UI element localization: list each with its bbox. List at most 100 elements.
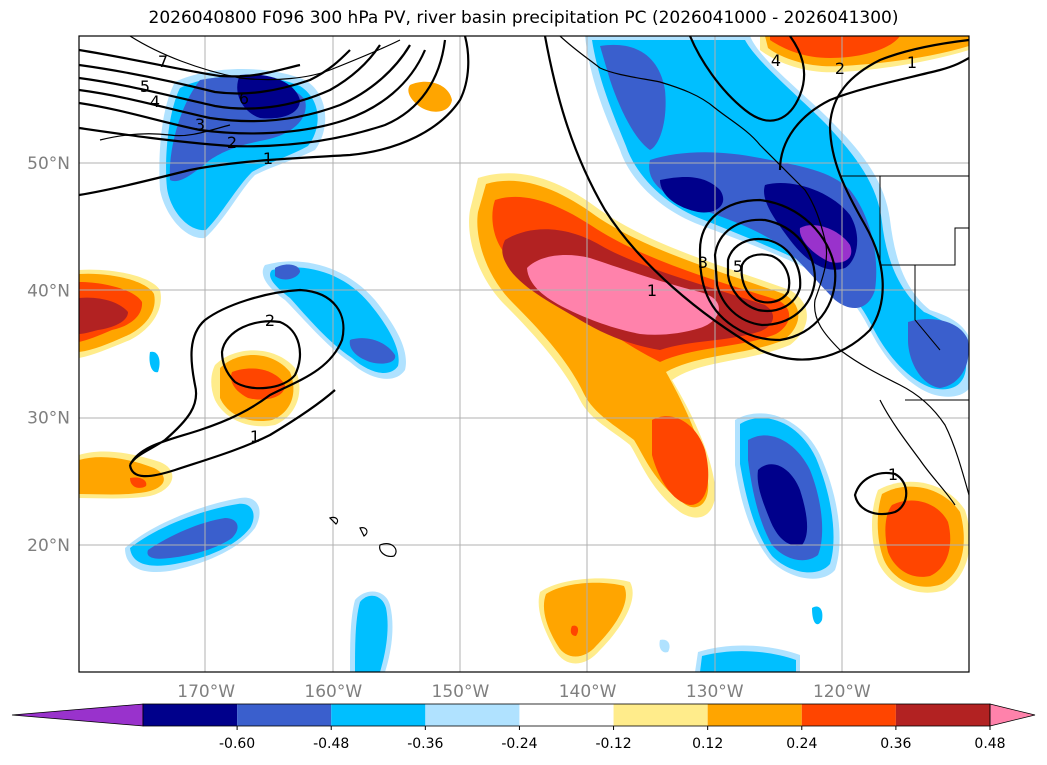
positive-anomaly-band [408, 81, 452, 112]
pv-contour [129, 288, 345, 466]
axis-tick-labels: 170°W 160°W 150°W 140°W 130°W 120°W 50°N 40°N 30… [27, 154, 871, 702]
positive-anomaly-band [770, 36, 900, 58]
pv-contour [853, 471, 908, 516]
negative-anomaly-band [600, 44, 666, 151]
contour-label: 1 [250, 427, 260, 446]
positive-anomaly-band [230, 368, 285, 400]
colorbar-tick-label: 0.48 [974, 736, 1005, 752]
contour-label: 3 [195, 115, 205, 134]
colorbar-extend-high [989, 703, 1036, 727]
colorbar-tick-label: -0.60 [219, 736, 255, 752]
positive-anomaly-band [527, 255, 719, 335]
negative-anomaly-band [355, 595, 388, 672]
contour-label: 5 [733, 257, 743, 276]
contour-label: 1 [888, 465, 898, 484]
negative-anomaly-band [908, 319, 969, 388]
colorbar-tick-label: -0.12 [595, 736, 631, 752]
colorbar-frame [142, 703, 991, 727]
lon-tick-label: 150°W [432, 682, 490, 702]
pv-contour-labels: 7 6 5 4 3 2 1 2 1 1 3 5 4 2 1 1 [140, 51, 917, 484]
lon-tick-label: 170°W [177, 682, 235, 702]
colorbar: -0.60 -0.48 -0.36 -0.24 -0.12 0.12 0.24 0.36 0.4… [11, 703, 1036, 752]
positive-anomaly-band [79, 297, 128, 334]
pv-contour [713, 218, 817, 327]
colorbar-segment [613, 704, 708, 726]
negative-anomaly-band [700, 651, 796, 672]
pv-contour [698, 198, 837, 342]
pv-contours [79, 36, 969, 516]
lat-tick-label: 50°N [27, 154, 70, 174]
negative-anomaly-band [659, 639, 670, 653]
coastlines [99, 36, 969, 557]
positive-anomaly-band [652, 416, 709, 505]
island [359, 527, 368, 537]
lon-tick-label: 120°W [813, 682, 871, 702]
coastline-baja [879, 399, 956, 506]
colorbar-segment [801, 704, 896, 726]
island [379, 543, 397, 557]
negative-anomaly-band [660, 177, 724, 213]
positive-anomaly-band [543, 582, 626, 657]
political-boundaries [840, 175, 969, 401]
graticule [79, 36, 969, 672]
contour-label: 1 [647, 281, 657, 300]
map-title: 2026040800 F096 300 hPa PV, river basin … [148, 8, 899, 28]
negative-anomaly-band [147, 518, 238, 559]
colorbar-tick-label: -0.24 [501, 736, 537, 752]
negative-anomaly-band [149, 351, 160, 373]
pv-contour [79, 48, 301, 78]
contour-label: 2 [265, 311, 275, 330]
lat-tick-label: 40°N [27, 281, 70, 301]
contour-label: 1 [263, 149, 273, 168]
negative-anomaly-band [757, 464, 808, 546]
pv-contour [79, 44, 381, 110]
state-border [879, 176, 969, 266]
pv-contour [79, 39, 447, 148]
colorbar-segment [707, 704, 802, 726]
negative-anomaly-band [812, 606, 823, 625]
colorbar-segment [425, 704, 520, 726]
pv-contour [220, 320, 302, 390]
island [328, 516, 339, 525]
pv-contour [79, 44, 411, 123]
negative-anomaly-band [275, 264, 300, 280]
coastline-alaska [129, 36, 401, 81]
contour-label: 2 [835, 59, 845, 78]
pv-contour [79, 36, 470, 197]
colorbar-tick-label: -0.48 [313, 736, 349, 752]
lat-tick-label: 20°N [27, 536, 70, 556]
contour-label: 3 [698, 253, 708, 272]
lon-tick-label: 140°W [559, 682, 617, 702]
pv-contour [79, 49, 427, 135]
positive-anomaly-band [570, 625, 579, 636]
pv-contour [726, 237, 802, 312]
colorbar-segment [519, 704, 614, 726]
contour-label: 5 [140, 77, 150, 96]
pv-contour [688, 36, 806, 122]
negative-anomaly-band [237, 74, 300, 119]
map-frame [78, 35, 970, 673]
colorbar-segment [895, 704, 990, 726]
contour-label: 4 [771, 51, 781, 70]
lon-tick-label: 130°W [686, 682, 744, 702]
pv-contour [79, 49, 351, 95]
contour-label: 6 [239, 89, 249, 108]
coastline-aleutians [99, 124, 231, 141]
lon-tick-label: 160°W [304, 682, 362, 702]
negative-anomaly-band [349, 338, 396, 364]
colorbar-tick-label: 0.36 [880, 736, 911, 752]
pv-contour [740, 253, 791, 304]
contour-label: 2 [227, 133, 237, 152]
positive-anomaly-band [130, 477, 147, 488]
pv-contour [543, 36, 969, 361]
colorbar-extend-low [11, 703, 144, 727]
pv-contour [128, 389, 336, 478]
state-border [914, 265, 941, 351]
colorbar-segment [237, 704, 332, 726]
contour-label: 7 [158, 52, 168, 71]
colorbar-tick-label: 0.12 [692, 736, 723, 752]
precip-fill-layer [79, 36, 969, 672]
colorbar-tick-label: -0.36 [407, 736, 443, 752]
lat-tick-label: 30°N [27, 409, 70, 429]
colorbar-segment [143, 704, 238, 726]
